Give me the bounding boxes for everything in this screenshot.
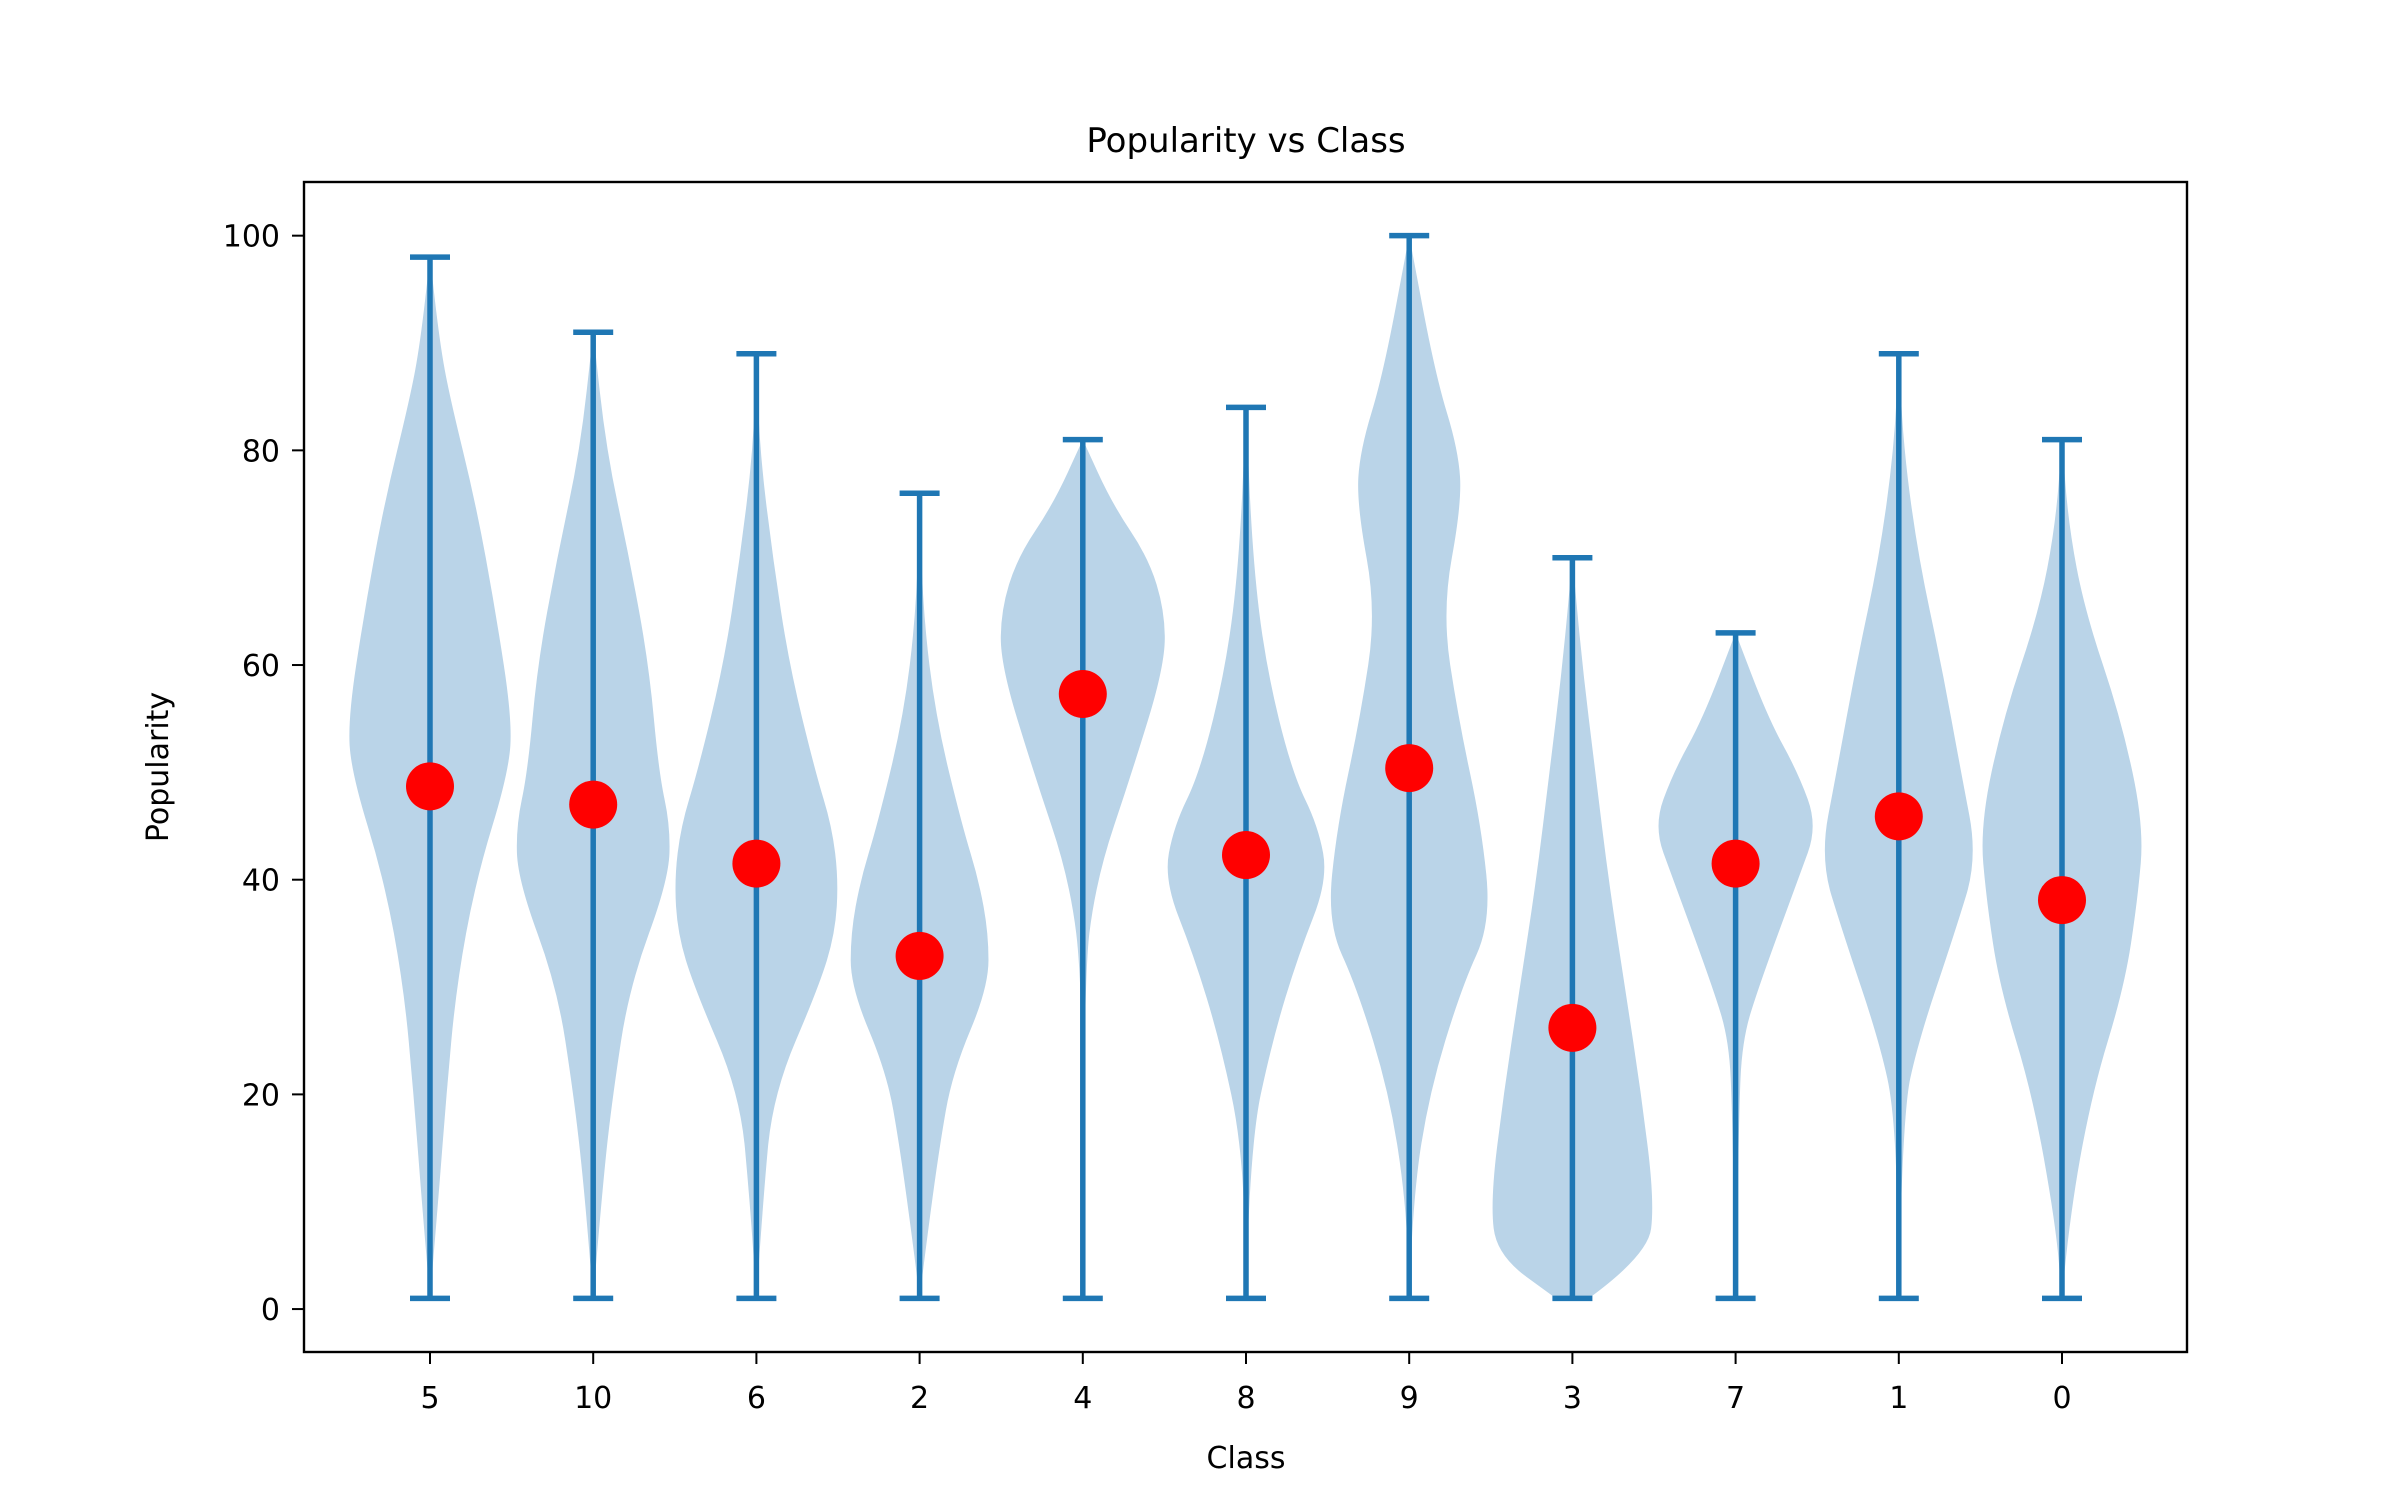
y-tick-label: 40 xyxy=(242,864,280,899)
x-tick-label: 4 xyxy=(1073,1381,1092,1416)
mean-marker-7 xyxy=(1711,839,1760,888)
x-tick-label: 3 xyxy=(1563,1381,1582,1416)
y-tick-label: 80 xyxy=(242,434,280,469)
x-tick-label: 7 xyxy=(1726,1381,1745,1416)
y-tick-label: 0 xyxy=(261,1293,280,1328)
chart-title: Popularity vs Class xyxy=(1086,121,1405,161)
y-tick-label: 100 xyxy=(223,220,280,255)
mean-marker-6 xyxy=(732,839,781,888)
mean-marker-3 xyxy=(1548,1003,1597,1052)
mean-marker-10 xyxy=(569,780,618,829)
x-tick-label: 1 xyxy=(1889,1381,1908,1416)
y-tick-label: 20 xyxy=(242,1078,280,1113)
y-tick-label: 60 xyxy=(242,649,280,684)
plot-frame xyxy=(302,180,2189,1354)
x-axis: 5 10 6 2 4 8 9 3 7 1 0 xyxy=(420,1352,2072,1416)
mean-marker-0 xyxy=(2038,876,2086,925)
whisker-layer xyxy=(410,232,2082,1302)
x-tick-label: 10 xyxy=(574,1381,612,1416)
x-axis-label: Class xyxy=(1207,1441,1286,1476)
mean-marker-5 xyxy=(406,762,454,811)
mean-marker-layer xyxy=(406,670,2086,1052)
x-tick-label: 5 xyxy=(420,1381,439,1416)
x-tick-label: 0 xyxy=(2052,1381,2071,1416)
mean-marker-1 xyxy=(1874,792,1923,841)
mean-marker-8 xyxy=(1222,831,1270,880)
x-tick-label: 8 xyxy=(1236,1381,1255,1416)
x-tick-label: 6 xyxy=(747,1381,766,1416)
mean-marker-4 xyxy=(1058,670,1107,719)
x-tick-label: 9 xyxy=(1400,1381,1419,1416)
y-axis: 0 20 40 60 80 100 xyxy=(223,220,304,1328)
x-tick-label: 2 xyxy=(910,1381,929,1416)
mean-marker-2 xyxy=(895,931,944,980)
mean-marker-9 xyxy=(1385,744,1434,793)
y-axis-label: Popularity xyxy=(141,692,176,842)
